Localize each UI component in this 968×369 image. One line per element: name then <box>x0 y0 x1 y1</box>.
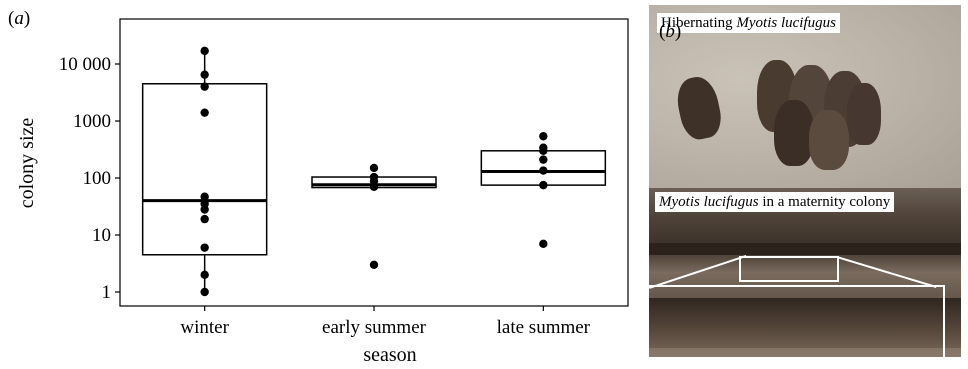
x-tick-label: late summer <box>497 317 591 338</box>
data-point <box>369 163 379 173</box>
data-point <box>200 199 209 209</box>
data-point <box>539 155 548 164</box>
data-point <box>200 243 209 252</box>
y-tick-label: 1000 <box>73 111 111 132</box>
data-point <box>200 108 209 117</box>
maternity-colony-photo <box>649 188 961 357</box>
data-point <box>539 132 548 141</box>
data-point <box>200 70 209 79</box>
x-tick-label: early summer <box>322 317 427 338</box>
photo-panel: Hibernating Myotis lucifugus Myotis luci… <box>649 5 961 357</box>
y-tick-label: 10 <box>92 225 111 246</box>
data-point <box>200 214 209 224</box>
data-point <box>369 260 379 270</box>
y-axis-title: colony size <box>16 118 38 209</box>
hibernating-bats-photo <box>649 5 961 188</box>
data-point <box>200 46 209 56</box>
zoom-region-box <box>739 256 839 282</box>
panel-a-label: (a) <box>8 8 30 29</box>
data-point <box>369 172 379 182</box>
boxes-layer <box>141 46 607 297</box>
data-point <box>200 192 209 201</box>
data-point <box>539 143 548 152</box>
data-point <box>200 82 209 91</box>
y-tick-label: 100 <box>83 168 112 189</box>
zoom-inset-frame <box>649 285 945 357</box>
y-axis: 1 10 100 1000 10 000 <box>59 54 120 303</box>
x-axis-title: season <box>363 344 416 366</box>
data-point <box>200 287 209 297</box>
caption-hibernating: Hibernating Myotis lucifugus <box>657 13 840 33</box>
data-point <box>539 166 548 175</box>
x-tick-label: winter <box>180 317 229 338</box>
caption-maternity: Myotis lucifugus in a maternity colony <box>655 192 895 212</box>
data-point <box>539 180 548 190</box>
y-tick-label: 10 000 <box>59 54 111 75</box>
data-point <box>539 239 548 249</box>
x-axis: winter early summer late summer <box>180 306 591 338</box>
box-plot: (a) 1 10 100 1000 10 000 winter early summer l… <box>8 8 629 366</box>
panel-b-label: (b) <box>659 21 682 42</box>
data-point <box>200 270 209 280</box>
y-tick-label: 1 <box>102 282 112 303</box>
